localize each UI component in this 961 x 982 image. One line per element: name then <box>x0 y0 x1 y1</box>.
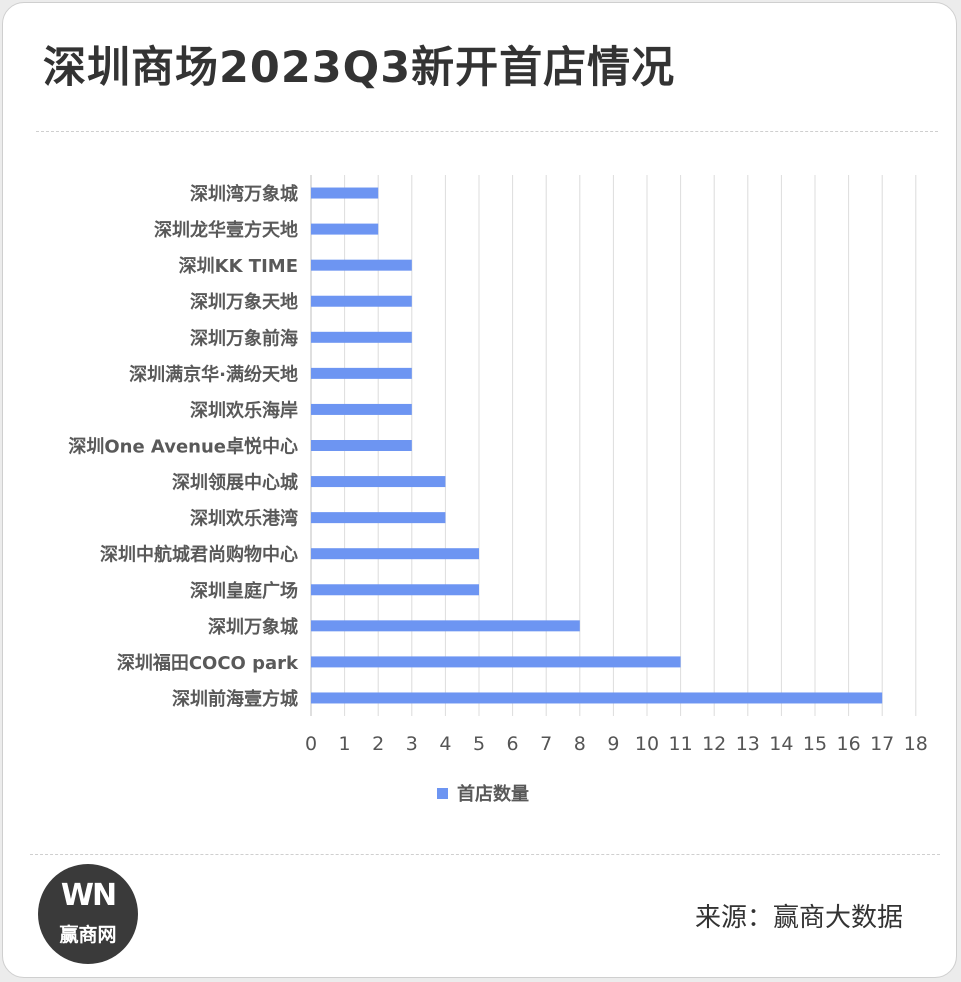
x-tick-label: 5 <box>473 733 485 755</box>
bar <box>311 620 580 632</box>
bar <box>311 440 412 451</box>
category-label: 深圳皇庭广场 <box>190 580 298 602</box>
bar <box>311 187 379 199</box>
x-tick-label: 14 <box>769 733 793 755</box>
x-tick-label: 6 <box>507 733 519 755</box>
legend-label: 首店数量 <box>457 783 529 805</box>
bar <box>311 548 479 560</box>
x-tick-label: 13 <box>736 733 760 755</box>
x-tick-label: 3 <box>406 733 418 755</box>
category-label: 深圳KK TIME <box>179 255 298 277</box>
x-tick-label: 8 <box>574 733 586 755</box>
bar <box>311 367 412 379</box>
category-label: 深圳万象城 <box>208 616 298 638</box>
footer-divider <box>30 854 940 855</box>
bar <box>311 692 883 704</box>
x-tick-label: 18 <box>904 733 928 755</box>
category-label: 深圳前海壹方城 <box>172 688 298 710</box>
x-tick-label: 9 <box>607 733 619 755</box>
bar <box>311 259 412 271</box>
x-tick-label: 15 <box>803 733 827 755</box>
category-label: 深圳满京华·满纷天地 <box>129 363 298 385</box>
category-label: 深圳万象天地 <box>190 291 298 313</box>
category-label: 深圳中航城君尚购物中心 <box>100 544 298 566</box>
x-tick-label: 0 <box>305 733 317 755</box>
page-title: 深圳商场2023Q3新开首店情况 <box>43 43 676 93</box>
bar <box>311 512 446 524</box>
x-tick-label: 16 <box>837 733 861 755</box>
header-divider <box>36 131 938 132</box>
category-label: 深圳湾万象城 <box>190 183 298 205</box>
x-tick-label: 12 <box>702 733 726 755</box>
logo-text: 赢商网 <box>59 924 117 946</box>
category-label: 深圳One Avenue卓悦中心 <box>68 436 298 458</box>
category-label: 深圳欢乐海岸 <box>190 399 298 421</box>
x-tick-label: 11 <box>669 733 693 755</box>
x-tick-label: 7 <box>540 733 552 755</box>
bar <box>311 331 412 343</box>
bar <box>311 656 681 668</box>
bar <box>311 584 479 596</box>
category-label: 深圳福田COCO park <box>117 652 299 674</box>
bar <box>311 403 412 415</box>
logo-mark: WN <box>60 878 117 913</box>
bar <box>311 476 446 488</box>
legend-swatch <box>437 788 448 799</box>
bar <box>311 223 379 235</box>
category-label: 深圳领展中心城 <box>172 472 298 494</box>
logo: WN 赢商网 <box>38 864 138 964</box>
category-label: 深圳万象前海 <box>190 327 298 349</box>
x-tick-label: 10 <box>635 733 659 755</box>
category-label: 深圳欢乐港湾 <box>190 508 298 530</box>
x-tick-label: 2 <box>372 733 384 755</box>
bar <box>311 295 412 307</box>
x-tick-label: 4 <box>439 733 451 755</box>
x-tick-label: 17 <box>870 733 894 755</box>
source-note: 来源：赢商大数据 <box>694 903 903 933</box>
category-label: 深圳龙华壹方天地 <box>154 219 298 241</box>
x-tick-label: 1 <box>339 733 351 755</box>
